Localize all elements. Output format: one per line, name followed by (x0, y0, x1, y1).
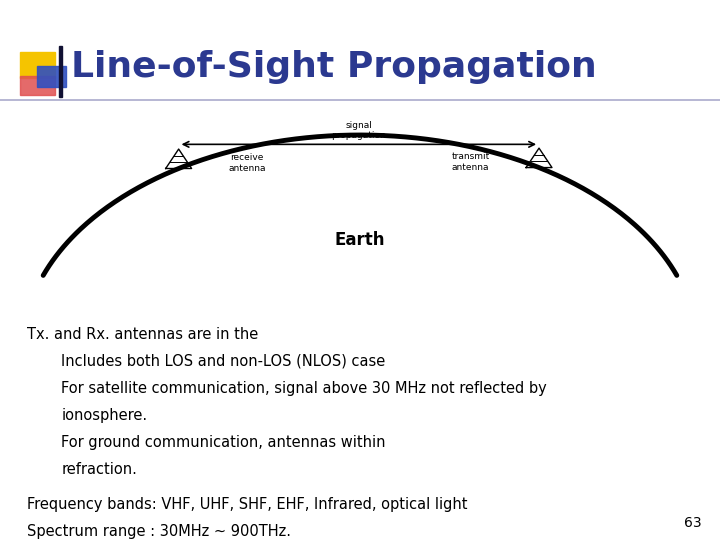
Bar (20, 52, 55, 78)
Text: Spectrum range : 30MHz ∼ 900THz.: Spectrum range : 30MHz ∼ 900THz. (27, 524, 292, 539)
Text: Line-of-Sight Propagation: Line-of-Sight Propagation (71, 51, 596, 84)
Text: Earth: Earth (335, 231, 385, 249)
Text: Tx. and Rx. antennas are in the: Tx. and Rx. antennas are in the (27, 327, 264, 342)
Text: Includes both LOS and non-LOS (NLOS) case: Includes both LOS and non-LOS (NLOS) cas… (61, 354, 385, 369)
Text: Frequency bands: VHF, UHF, SHF, EHF, Infrared, optical light: Frequency bands: VHF, UHF, SHF, EHF, Inf… (27, 497, 468, 512)
Text: signal
propagation: signal propagation (331, 120, 386, 140)
Text: receive
antenna: receive antenna (228, 153, 266, 173)
Text: For satellite communication, signal above 30 MHz not reflected by: For satellite communication, signal abov… (61, 381, 547, 396)
Text: 63: 63 (685, 516, 702, 530)
Bar (37, 66, 66, 87)
Bar (20, 76, 55, 94)
Text: transmit
antenna: transmit antenna (451, 152, 490, 172)
Bar (59, 46, 62, 97)
Text: For ground communication, antennas within: For ground communication, antennas withi… (61, 435, 390, 450)
Text: refraction.: refraction. (61, 462, 137, 477)
Text: ionosphere.: ionosphere. (61, 408, 148, 423)
